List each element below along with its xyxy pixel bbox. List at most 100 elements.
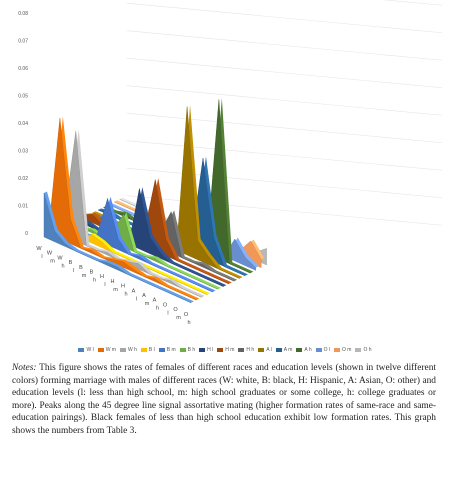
- legend-swatch: [78, 347, 85, 352]
- x-tick-group: A: [153, 298, 157, 304]
- legend-label: A m: [283, 347, 293, 353]
- x-tick-level: l: [41, 254, 42, 260]
- legend-item: A l: [258, 347, 272, 353]
- x-tick-group: B: [69, 260, 73, 266]
- x-tick-level: h: [93, 278, 96, 284]
- x-tick-level: m: [176, 315, 181, 321]
- legend-item: A m: [275, 347, 293, 353]
- area-chart-3d: 00.010.020.030.040.050.060.070.08WlWmWhB…: [18, 0, 443, 326]
- y-tick-label: 0.08: [18, 11, 28, 17]
- legend-item: H m: [217, 347, 234, 353]
- legend-item: O h: [355, 347, 372, 353]
- legend-item: W h: [119, 347, 137, 353]
- legend-label: W m: [105, 347, 116, 353]
- legend-label: H l: [207, 347, 214, 353]
- x-tick-level: l: [136, 296, 137, 302]
- legend-label: H m: [225, 347, 235, 353]
- y-tick-label: 0.02: [18, 176, 28, 182]
- series-top-B-h: [71, 212, 221, 290]
- x-tick-level: h: [124, 292, 127, 298]
- legend-label: W h: [127, 347, 137, 353]
- x-tick-group: W: [36, 246, 42, 252]
- legend-label: B h: [187, 347, 196, 353]
- x-tick-level: l: [167, 310, 168, 316]
- series-top-W-h: [54, 129, 205, 298]
- gridline: [126, 195, 443, 226]
- legend-swatch: [275, 347, 282, 352]
- x-tick-level: l: [73, 268, 74, 274]
- x-tick-level: m: [82, 273, 87, 279]
- x-tick-group: A: [142, 293, 146, 299]
- legend-swatch: [158, 347, 165, 352]
- legend-swatch: [217, 347, 224, 352]
- x-tick-group: O: [163, 302, 168, 308]
- legend-label: A h: [304, 347, 312, 353]
- x-tick-group: W: [57, 255, 63, 261]
- legend-item: O l: [315, 347, 331, 353]
- x-tick-level: m: [50, 259, 55, 265]
- series-area-B-m: [65, 197, 213, 293]
- legend-swatch: [296, 347, 303, 352]
- gridline: [126, 2, 443, 34]
- y-tick-label: 0.06: [18, 66, 28, 72]
- series-top-W-l: [44, 191, 194, 303]
- legend-label: O m: [342, 347, 352, 353]
- legend-label: B m: [166, 347, 176, 353]
- gridline: [382, 0, 443, 6]
- x-tick-level: h: [156, 306, 159, 312]
- legend-item: B l: [140, 347, 155, 353]
- figure-notes: Notes: This figure shows the rates of fe…: [12, 362, 436, 437]
- x-tick-level: m: [113, 287, 118, 293]
- legend-swatch: [355, 347, 362, 352]
- x-tick-level: h: [61, 263, 64, 269]
- series-top-O-h: [119, 197, 270, 253]
- x-tick-group: B: [79, 265, 83, 271]
- gridline: [126, 57, 443, 89]
- x-tick-level: h: [187, 320, 190, 326]
- gridline: [126, 30, 443, 61]
- x-tick-group: O: [184, 312, 189, 318]
- legend-item: B h: [179, 347, 196, 353]
- series-top-O-m: [114, 200, 265, 260]
- legend-item: H l: [199, 347, 213, 353]
- legend-label: W l: [86, 347, 94, 353]
- notes-text: This figure shows the rates of females o…: [12, 363, 436, 436]
- legend-item: B m: [158, 347, 176, 353]
- x-tick-level: l: [104, 282, 105, 288]
- x-tick-group: H: [111, 279, 115, 285]
- legend-swatch: [119, 347, 126, 352]
- gridline: [126, 167, 443, 199]
- gridline: [126, 140, 443, 171]
- legend-item: A h: [296, 347, 312, 353]
- legend-label: B l: [148, 347, 155, 353]
- legend-swatch: [179, 347, 186, 352]
- legend-swatch: [315, 347, 322, 352]
- legend-label: A l: [266, 347, 272, 353]
- legend-item: W l: [78, 347, 94, 353]
- y-tick-label: 0.07: [18, 39, 28, 45]
- legend-label: O l: [323, 347, 331, 353]
- legend-swatch: [199, 347, 206, 352]
- legend-label: O h: [363, 347, 372, 353]
- x-tick-group: H: [121, 284, 125, 290]
- legend-item: W m: [97, 347, 116, 353]
- x-tick-group: B: [90, 270, 94, 276]
- y-tick-label: 0.03: [18, 149, 28, 155]
- x-tick-group: W: [47, 251, 53, 257]
- legend-item: O m: [334, 347, 351, 353]
- y-tick-label: 0.05: [18, 94, 28, 100]
- series-top-W-m: [49, 116, 200, 301]
- x-tick-group: H: [100, 274, 104, 280]
- gridline: [126, 85, 443, 116]
- x-tick-level: m: [145, 301, 150, 307]
- series-area-W-m: [49, 117, 197, 301]
- x-tick-group: A: [132, 288, 136, 294]
- legend-label: H h: [246, 347, 255, 353]
- legend-swatch: [238, 347, 245, 352]
- series-top-H-l: [76, 187, 227, 287]
- y-tick-label: 0.04: [18, 121, 28, 127]
- y-tick-label: 0: [25, 231, 28, 237]
- y-tick-label: 0.01: [18, 204, 28, 210]
